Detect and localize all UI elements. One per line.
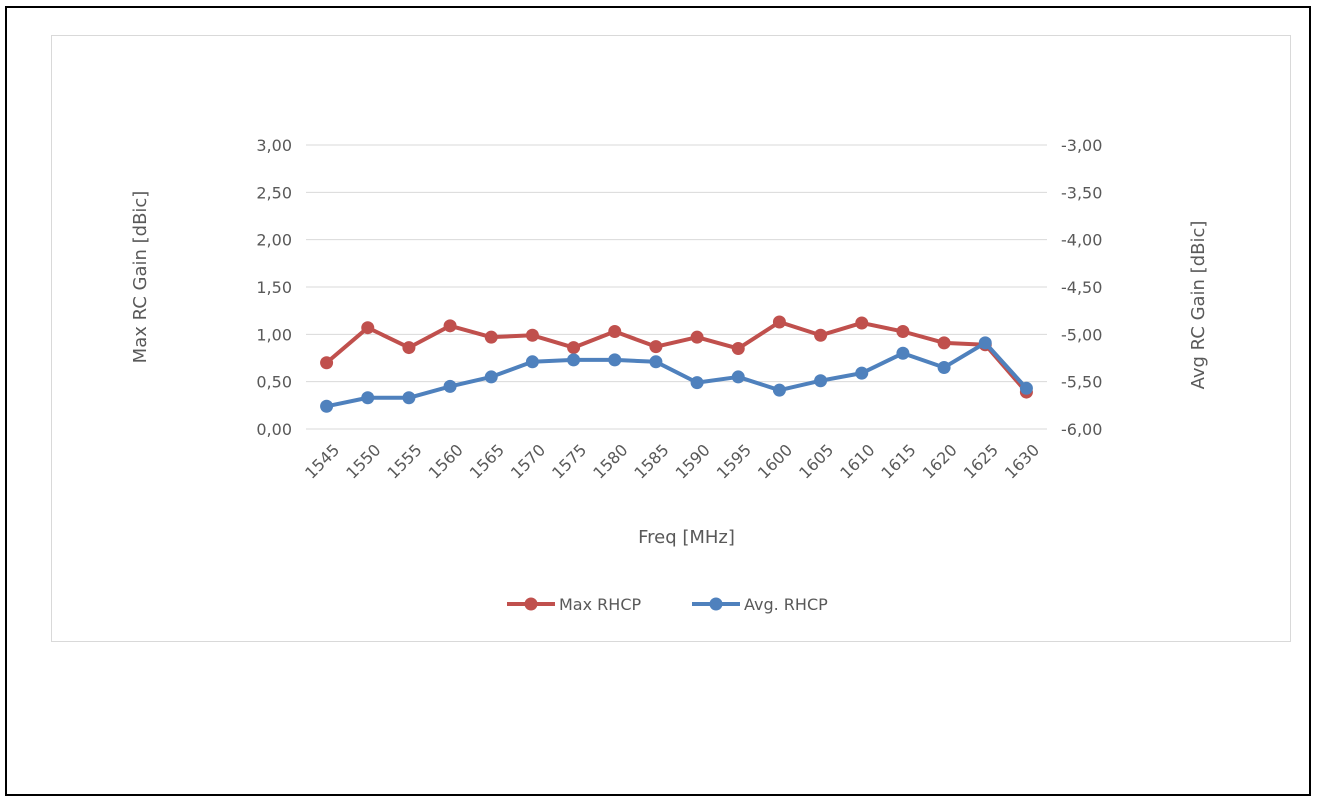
x-tick-label: 1630 [1001, 440, 1043, 482]
left-y-axis-title: Max RC Gain [dBic] [130, 191, 151, 364]
data-point [690, 330, 704, 344]
series-layer [320, 315, 1033, 413]
data-point [361, 391, 375, 405]
data-point [937, 336, 951, 350]
line-chart: 0,000,501,001,502,002,503,00 -6,00-5,50-… [130, 136, 1209, 614]
data-point [361, 321, 375, 335]
data-point [649, 355, 663, 369]
legend-swatch-marker [709, 597, 723, 611]
x-tick-label: 1565 [466, 440, 508, 482]
x-tick-label: 1625 [960, 440, 1002, 482]
legend-swatch-marker [524, 597, 538, 611]
data-point [772, 315, 786, 329]
data-point [772, 383, 786, 397]
data-point [608, 353, 622, 367]
right-y-tick-label: -3,00 [1061, 136, 1102, 155]
x-axis-title: Freq [MHz] [638, 527, 735, 548]
data-point [484, 330, 498, 344]
x-tick-label: 1580 [589, 440, 631, 482]
x-tick-label: 1555 [383, 440, 425, 482]
left-y-tick-label: 0,50 [256, 373, 292, 392]
x-tick-label: 1590 [672, 440, 714, 482]
chart-area: 0,00 0,50 1,00 1,50 2,00 2,50 3,00 -6,00 -5,50-… [51, 35, 1291, 642]
data-point [443, 319, 457, 333]
right-y-tick-label: -4,00 [1061, 231, 1102, 250]
x-tick-label: 1615 [877, 440, 919, 482]
left-y-tick-label: 2,50 [256, 183, 292, 202]
series-0 [320, 315, 1033, 399]
left-y-tick-label: 1,50 [256, 278, 292, 297]
data-point [525, 328, 539, 342]
data-point [320, 356, 334, 370]
data-point [608, 324, 622, 338]
page-frame: 0,00 0,50 1,00 1,50 2,00 2,50 3,00 -6,00 -5,50-… [5, 6, 1311, 796]
right-y-axis-title: Avg RC Gain [dBic] [1188, 221, 1209, 390]
legend-label: Avg. RHCP [744, 595, 828, 614]
data-point [1019, 381, 1033, 395]
right-y-tick-label: -4,50 [1061, 278, 1102, 297]
x-axis-ticks: 1545155015551560156515701575158015851590… [301, 440, 1043, 482]
x-tick-label: 1610 [836, 440, 878, 482]
left-y-axis-ticks: 0,00 0,50 1,00 1,50 2,00 2,50 3,00 [256, 136, 292, 439]
x-tick-label: 1570 [507, 440, 549, 482]
right-y-axis-ticks: -6,00 -5,50 -5,00 -4,50 -4,00 -3,50 -3,00 [1061, 136, 1102, 439]
gridlines [306, 144, 1047, 430]
data-point [649, 340, 663, 354]
data-point [896, 346, 910, 360]
x-tick-label: 1595 [713, 440, 755, 482]
series-line [325, 320, 1028, 394]
data-point [896, 324, 910, 338]
x-tick-label: 1585 [630, 440, 672, 482]
data-point [443, 379, 457, 393]
legend-label: Max RHCP [559, 595, 641, 614]
series-line [326, 340, 1028, 409]
x-tick-label: 1575 [548, 440, 590, 482]
data-point [814, 374, 828, 388]
data-point [855, 316, 869, 330]
data-point [978, 336, 992, 350]
right-y-tick-label: -5,00 [1061, 325, 1102, 344]
data-point [525, 355, 539, 369]
data-point [484, 370, 498, 384]
left-y-tick-label: 2,00 [256, 231, 292, 250]
x-tick-label: 1620 [919, 440, 961, 482]
data-point [814, 328, 828, 342]
data-point [320, 399, 334, 413]
data-point [567, 341, 581, 355]
data-point [567, 353, 581, 367]
x-tick-label: 1560 [425, 440, 467, 482]
right-y-tick-label: -5,50 [1061, 373, 1102, 392]
data-point [690, 376, 704, 390]
data-point [731, 370, 745, 384]
right-y-tick-label: -6,00 [1061, 420, 1102, 439]
data-point [855, 366, 869, 380]
x-tick-label: 1545 [301, 440, 343, 482]
left-y-tick-label: 3,00 [256, 136, 292, 155]
left-y-tick-label: 1,00 [256, 325, 292, 344]
series-1 [320, 336, 1033, 413]
left-y-tick-label: 0,00 [256, 420, 292, 439]
x-tick-label: 1605 [795, 440, 837, 482]
x-tick-label: 1600 [754, 440, 796, 482]
data-point [402, 391, 416, 405]
x-tick-label: 1550 [342, 440, 384, 482]
data-point [402, 341, 416, 355]
legend: Max RHCP Avg. RHCP [507, 595, 828, 614]
right-y-tick-label: -3,50 [1061, 183, 1102, 202]
data-point [937, 360, 951, 374]
data-point [731, 342, 745, 356]
